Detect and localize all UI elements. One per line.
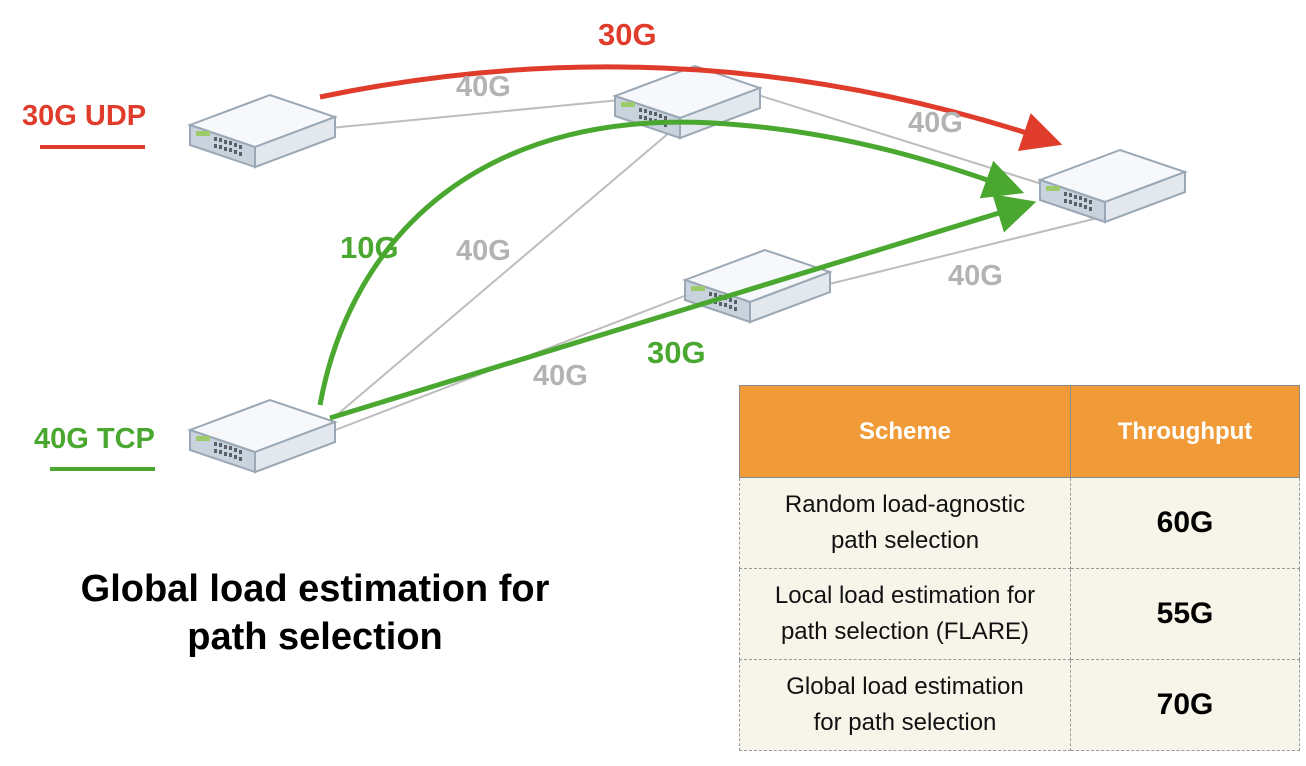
tcp-curve-path-label: 10G [340, 230, 399, 265]
udp-path-label: 30G [598, 17, 657, 52]
udp-path-arrow [319, 64, 1063, 152]
scheme-cell: Global load estimation for path selectio… [739, 659, 1071, 751]
tcp-curved-path-arrow [317, 119, 1025, 406]
header-throughput: Throughput [1070, 385, 1300, 478]
throughput-cell: 55G [1070, 568, 1300, 660]
link-s1-s2 [329, 99, 621, 129]
scheme-text: path selection [830, 527, 980, 554]
link-label: 40G [908, 107, 963, 139]
switch-icon [189, 94, 336, 168]
table-row: Local load estimation for path selection… [739, 568, 1300, 660]
scheme-text: Local load estimation for [774, 582, 1036, 609]
table-header-row: Scheme Throughput [739, 385, 1300, 478]
link-s3-s5 [824, 214, 1111, 286]
throughput-cell: 70G [1070, 659, 1300, 751]
tcp-straight-path-arrow [329, 194, 1037, 421]
link-label: 40G [456, 235, 511, 267]
scheme-cell: Local load estimation for path selection… [739, 568, 1071, 660]
throughput-table: Scheme Throughput Random load-agnostic p… [739, 385, 1300, 751]
diagram-caption: Global load estimation for path selectio… [30, 565, 600, 661]
scheme-text: Random load-agnostic [784, 491, 1026, 518]
table-row: Random load-agnostic path selection 60G [739, 477, 1300, 569]
tcp-flow-label: 40G TCP [34, 423, 155, 455]
scheme-text: Global load estimation [786, 673, 1024, 700]
udp-flow-label: 30G UDP [22, 100, 146, 132]
caption-line: path selection [187, 616, 443, 658]
link-label: 40G [533, 360, 588, 392]
scheme-text: for path selection [813, 709, 997, 736]
throughput-cell: 60G [1070, 477, 1300, 569]
link-label: 40G [948, 260, 1003, 292]
scheme-cell: Random load-agnostic path selection [739, 477, 1071, 569]
scheme-text: path selection (FLARE) [780, 618, 1030, 645]
link-label: 40G [456, 71, 511, 103]
switch-icon [1039, 149, 1186, 223]
table-row: Global load estimation for path selectio… [739, 659, 1300, 751]
link-s4-s2 [324, 114, 691, 426]
tcp-straight-path-label: 30G [647, 335, 706, 370]
switch-icon [189, 399, 336, 473]
caption-line: Global load estimation for [80, 568, 550, 610]
link-s2-s5 [757, 94, 1046, 186]
header-scheme: Scheme [739, 385, 1071, 478]
